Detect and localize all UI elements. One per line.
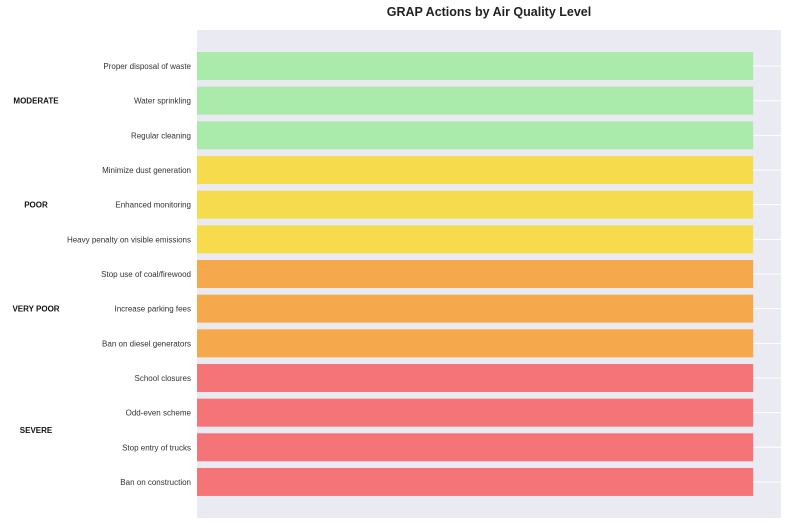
bar — [197, 225, 754, 254]
bar — [197, 52, 754, 81]
level-label: SEVERE — [20, 426, 53, 435]
y-tick-label: Regular cleaning — [131, 131, 191, 140]
bar — [197, 329, 754, 358]
bar — [197, 260, 754, 288]
y-tick-label: Proper disposal of waste — [103, 62, 191, 71]
bar — [197, 190, 754, 219]
level-label: POOR — [24, 201, 48, 210]
y-tick-label: Increase parking fees — [115, 305, 192, 314]
y-tick-label: Water sprinkling — [134, 97, 191, 106]
bar — [197, 121, 754, 150]
bar — [197, 294, 754, 323]
y-tick-label: Stop use of coal/firewood — [101, 270, 191, 279]
y-tick-label: Enhanced monitoring — [115, 201, 191, 210]
chart-title: GRAP Actions by Air Quality Level — [387, 5, 591, 19]
y-tick-label: Ban on construction — [120, 478, 191, 487]
y-tick-label: School closures — [135, 374, 191, 383]
y-tick-label: Heavy penalty on visible emissions — [67, 235, 191, 244]
level-label: VERY POOR — [12, 305, 59, 314]
bar — [197, 156, 754, 185]
y-tick-label: Stop entry of trucks — [122, 443, 191, 452]
y-tick-label: Minimize dust generation — [102, 166, 191, 175]
level-label: MODERATE — [13, 97, 59, 106]
y-tick-label: Odd-even scheme — [126, 409, 192, 418]
bar — [197, 467, 754, 496]
bar — [197, 433, 754, 462]
bar — [197, 363, 754, 392]
bar — [197, 398, 754, 427]
y-tick-label: Ban on diesel generators — [102, 339, 191, 348]
bar — [197, 86, 754, 115]
